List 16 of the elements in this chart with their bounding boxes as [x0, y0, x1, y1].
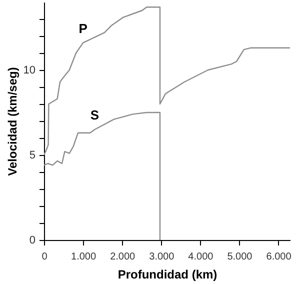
y-tick-label: 0 [29, 234, 36, 246]
line-series [44, 6, 290, 156]
series-label: S [90, 108, 100, 122]
x-tick-label: 0 [42, 252, 48, 262]
line-series [44, 112, 161, 240]
x-axis-title: Profundidad (km) [118, 268, 218, 282]
x-tick-label: 1.000 [71, 252, 96, 262]
x-tick-label: 2.000 [110, 252, 136, 262]
x-tick-label: 5.000 [227, 252, 253, 262]
y-tick-label: 5 [29, 150, 36, 162]
x-tick-label: 4.000 [188, 252, 214, 262]
x-tick-label: 6.000 [266, 252, 292, 262]
y-axis-title: Velocidad (km/seg) [5, 67, 20, 176]
series-label: P [78, 20, 88, 36]
x-tick-label: 3.000 [149, 252, 175, 262]
y-tick-label: 10 [23, 64, 36, 76]
